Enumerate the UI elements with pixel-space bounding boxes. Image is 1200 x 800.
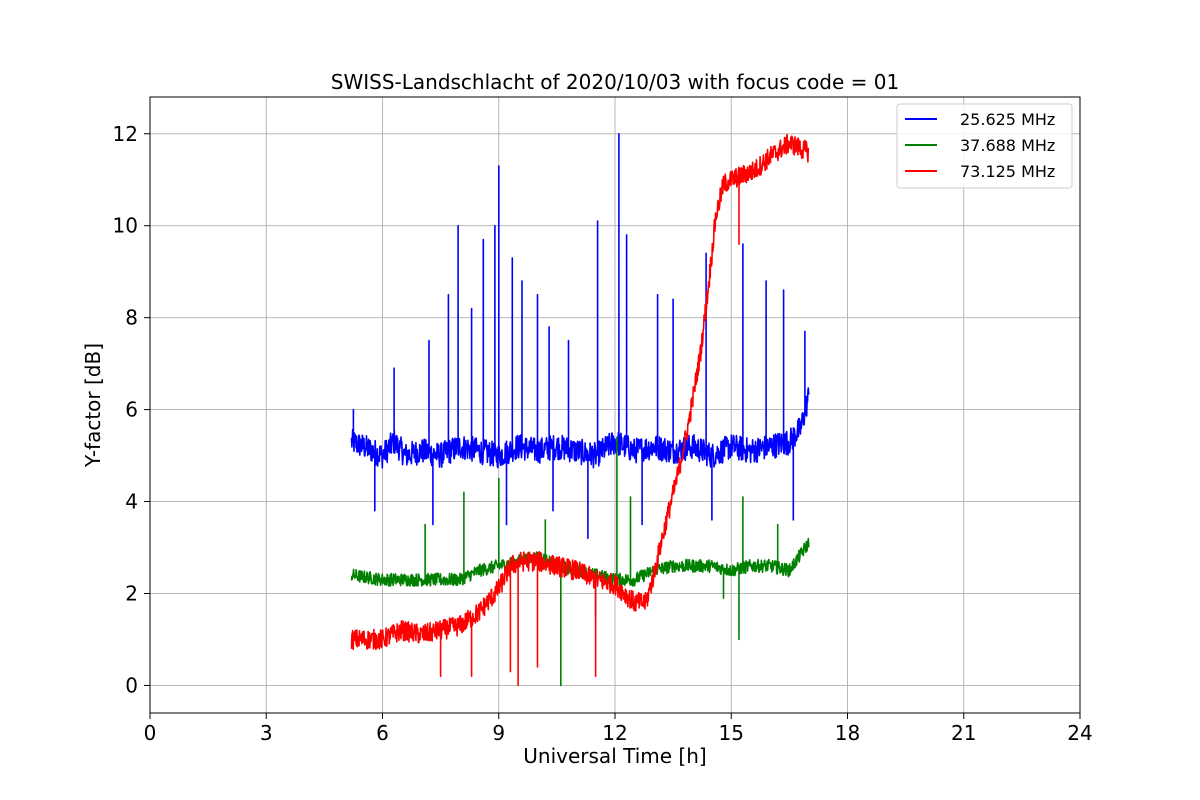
legend-box <box>896 103 1073 189</box>
x-axis-label: Universal Time [h] <box>523 744 706 768</box>
legend-entry: 73.125 MHz <box>960 162 1055 181</box>
y-tick-label: 10 <box>113 214 138 238</box>
y-tick-label: 8 <box>125 306 138 330</box>
x-tick-label: 12 <box>602 721 627 745</box>
x-tick-label: 0 <box>144 721 157 745</box>
series-line-1 <box>350 133 810 540</box>
x-tick-label: 6 <box>376 721 389 745</box>
x-tick-label: 21 <box>951 721 976 745</box>
x-tick-label: 3 <box>260 721 273 745</box>
x-tick-label: 9 <box>492 721 505 745</box>
chart-title: SWISS-Landschlacht of 2020/10/03 with fo… <box>331 70 899 94</box>
series-line-3 <box>350 133 810 687</box>
plot-lines <box>350 133 810 687</box>
y-tick-label: 12 <box>113 122 138 146</box>
x-tick-label: 24 <box>1067 721 1092 745</box>
x-tick-label: 18 <box>835 721 860 745</box>
legend: 25.625 MHz 37.688 MHz 73.125 MHz <box>896 103 1073 189</box>
y-axis-label: Y-factor [dB] <box>81 343 105 468</box>
y-tick-label: 0 <box>125 673 138 697</box>
y-tick-label: 6 <box>125 398 138 422</box>
y-tick-label: 2 <box>125 581 138 605</box>
x-tick-label: 15 <box>719 721 744 745</box>
legend-entry: 37.688 MHz <box>960 136 1055 155</box>
legend-entry: 25.625 MHz <box>960 110 1055 129</box>
y-tick-label: 4 <box>125 490 138 514</box>
